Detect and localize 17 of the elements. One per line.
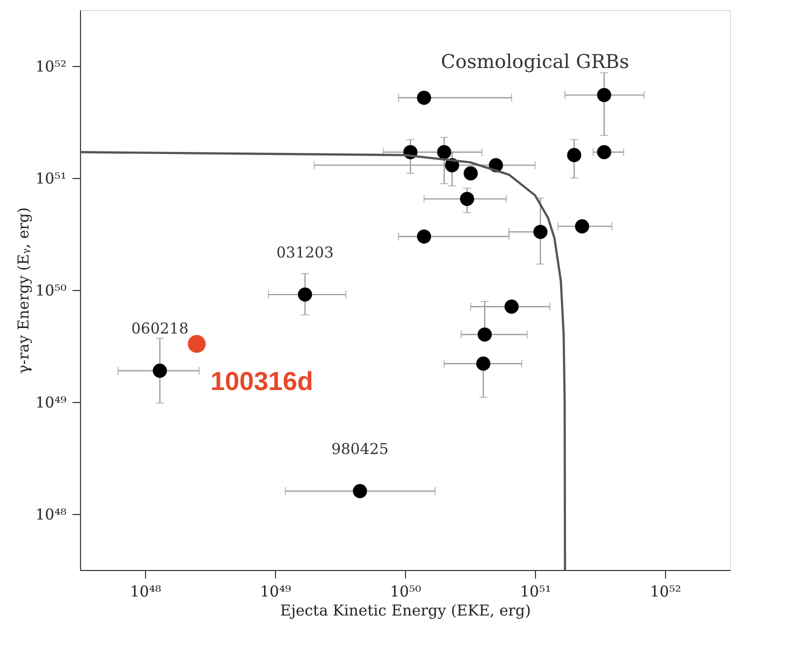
x-tick-label: 10⁵¹ bbox=[520, 582, 552, 600]
y-tick-label: 10⁵⁰ bbox=[35, 281, 66, 300]
annotation: Cosmological GRBs bbox=[440, 51, 630, 73]
y-tick-label: 10⁵² bbox=[35, 57, 66, 76]
annotation: 031203 bbox=[276, 244, 334, 262]
x-tick-label: 10⁵² bbox=[650, 582, 682, 600]
annotation: 980425 bbox=[331, 440, 389, 458]
y-tick-label: 10⁵¹ bbox=[35, 169, 66, 188]
y-axis-title: γ-ray Energy (Eᵧ, erg) bbox=[14, 207, 32, 374]
x-tick-label: 10⁴⁸ bbox=[130, 582, 162, 600]
annotation: 100316d bbox=[210, 366, 314, 396]
x-tick-label: 10⁵⁰ bbox=[390, 582, 422, 600]
annotation: 060218 bbox=[131, 320, 188, 338]
x-axis-title: Ejecta Kinetic Energy (EKE, erg) bbox=[280, 602, 531, 620]
x-tick-label: 10⁴⁹ bbox=[260, 582, 292, 600]
y-tick-label: 10⁴⁸ bbox=[35, 505, 66, 524]
y-tick-label: 10⁴⁹ bbox=[35, 393, 66, 412]
